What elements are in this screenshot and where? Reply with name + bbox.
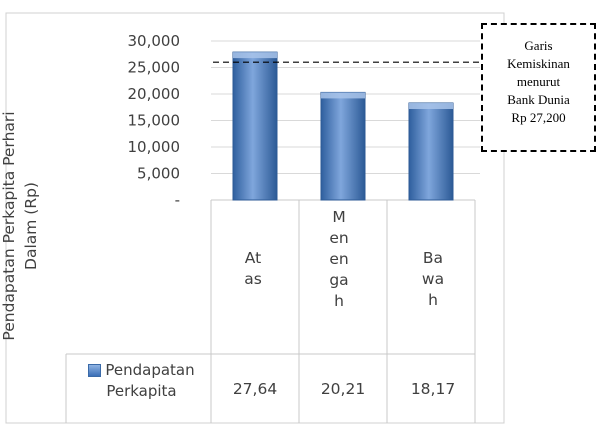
category-label-menengah: M en en ga h <box>311 207 367 312</box>
bars <box>232 51 454 201</box>
category-label-line: as <box>244 270 262 288</box>
chart-area-border <box>5 12 505 424</box>
y-tick-label: 15,000 <box>128 112 181 130</box>
category-label-line: M <box>332 208 346 226</box>
y-tick-label: 5,000 <box>137 165 180 183</box>
bar-cap <box>233 52 277 59</box>
category-label-line: en <box>329 229 349 247</box>
y-tick-labels: - 5,000 10,000 15,000 20,000 25,000 30,000 <box>128 32 181 209</box>
bar-atas <box>232 51 278 201</box>
table-value-bawah: 18,17 <box>410 380 456 398</box>
category-label-atas: At as <box>225 248 281 290</box>
legend-label-line-1: Pendapatan <box>105 361 195 379</box>
category-label-line: en <box>329 250 349 268</box>
data-table-grid <box>65 199 476 423</box>
y-axis-label-line-2: Dalam (Rp) <box>22 182 40 270</box>
category-label-line: h <box>428 291 438 309</box>
callout-line-4: Bank Dunia <box>507 92 570 107</box>
callout-line-2: Kemiskinan <box>507 56 570 71</box>
y-tick-label: 30,000 <box>128 32 181 50</box>
callout-line-5: Rp 27,200 <box>511 110 566 125</box>
y-tick-label: 10,000 <box>128 138 181 156</box>
y-tick-label: 25,000 <box>128 59 181 77</box>
category-label-line: ga <box>329 271 349 289</box>
bar-menengah <box>320 91 366 201</box>
poverty-line-callout: Garis Kemiskinan menurut Bank Dunia Rp 2… <box>481 23 596 152</box>
y-axis-label-line-1: Pendapatan Perkapita Perhari <box>0 111 18 341</box>
category-label-line: wa <box>421 270 445 288</box>
category-label-line: Ba <box>422 249 444 267</box>
callout-line-3: menurut <box>516 74 561 89</box>
category-label-bawah: Ba wa h <box>405 248 461 311</box>
category-label-line: h <box>334 292 344 310</box>
legend-swatch <box>88 364 102 377</box>
category-label-line: At <box>244 249 262 267</box>
table-value-atas: 27,64 <box>232 380 278 398</box>
table-value-menengah: 20,21 <box>320 380 366 398</box>
y-tick-label: - <box>175 191 180 209</box>
bar-cap <box>409 103 453 110</box>
legend-cell: Pendapatan Perkapita <box>70 359 213 422</box>
callout-line-1: Garis <box>524 38 553 53</box>
bar-bawah <box>408 102 454 201</box>
bar-cap <box>321 92 365 99</box>
y-tick-label: 20,000 <box>128 85 181 103</box>
legend-label-line-2: Perkapita <box>106 382 177 400</box>
